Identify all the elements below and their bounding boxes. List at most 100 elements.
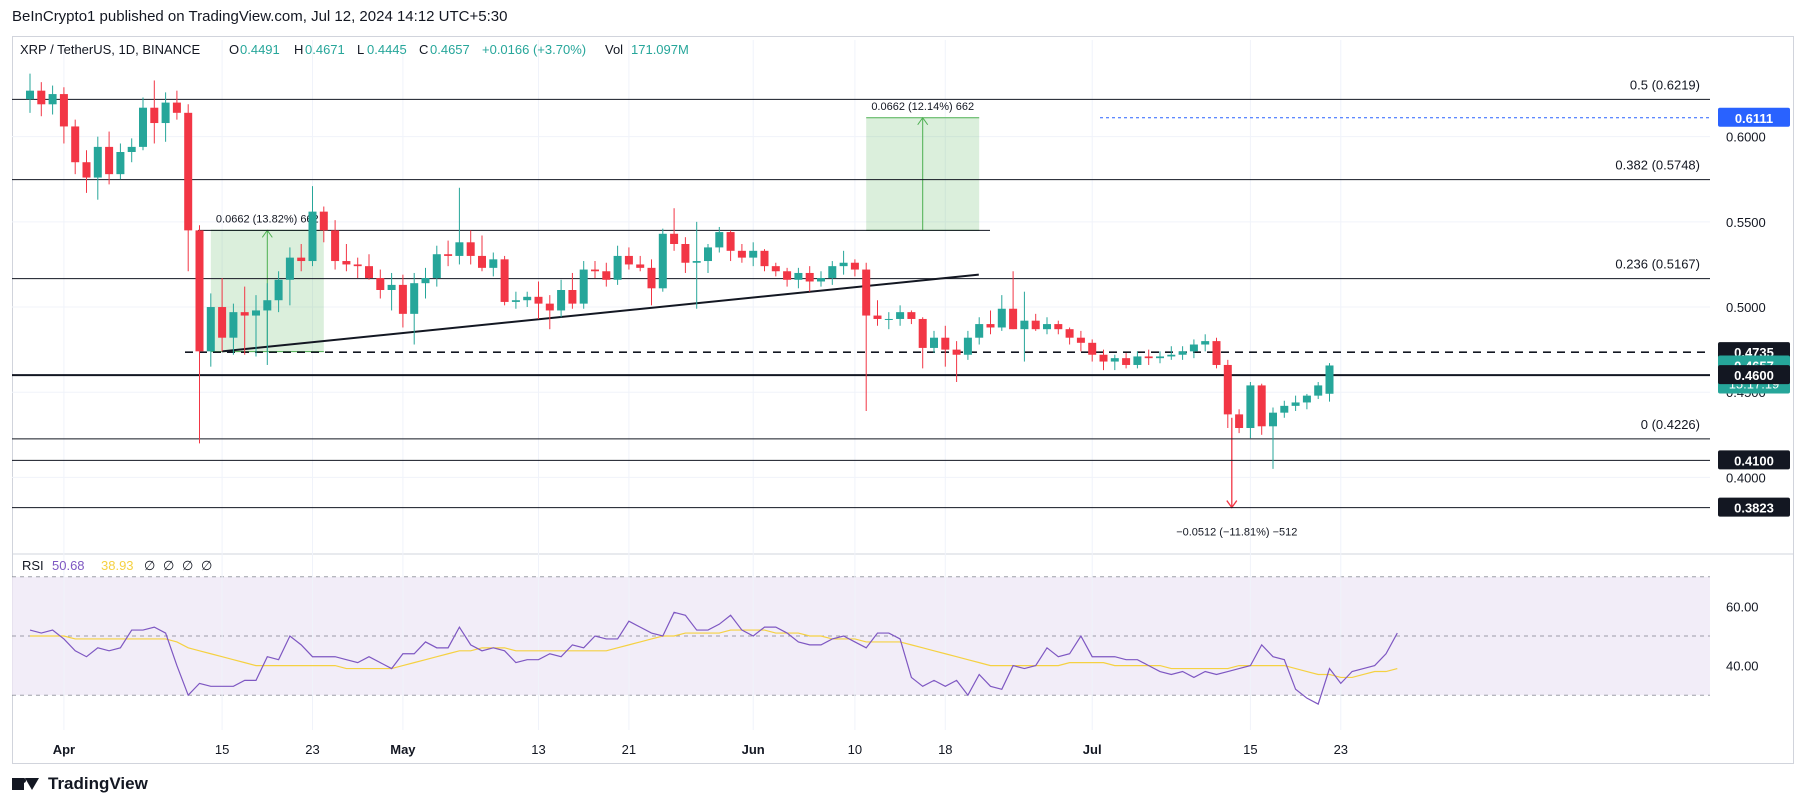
candle-body xyxy=(1280,405,1289,413)
price-badge-bg xyxy=(1718,107,1790,127)
candle xyxy=(918,317,927,369)
time-tick-label: Apr xyxy=(53,742,75,757)
candle-body xyxy=(941,337,950,350)
candles xyxy=(26,73,1334,469)
candle xyxy=(252,295,260,357)
candle xyxy=(930,330,938,354)
candle-body xyxy=(670,233,679,244)
candle-body xyxy=(1054,324,1063,330)
candle xyxy=(218,278,227,352)
candle-body xyxy=(410,283,419,314)
candle-body xyxy=(1167,354,1176,357)
symbol-label[interactable]: XRP / TetherUS, 1D, BINANCE xyxy=(20,42,200,57)
candle xyxy=(1302,393,1311,410)
fib-level-label: 0.382 (0.5748) xyxy=(1615,158,1700,173)
candle xyxy=(297,244,306,272)
high-value: 0.4671 xyxy=(305,42,345,57)
candle xyxy=(715,226,724,253)
candle-body xyxy=(1189,344,1198,352)
candle-body xyxy=(975,324,984,338)
candle xyxy=(828,261,837,285)
candle-body xyxy=(783,271,792,280)
candle xyxy=(1314,382,1323,400)
candle xyxy=(749,242,758,267)
candle-body xyxy=(602,271,611,280)
candle xyxy=(1291,395,1300,411)
rsi-tick-label: 60.00 xyxy=(1726,599,1759,614)
candle xyxy=(760,249,769,272)
candle xyxy=(285,247,294,306)
close-value: 0.4657 xyxy=(430,42,470,57)
rsi-label[interactable]: RSI xyxy=(22,558,44,573)
candle xyxy=(1235,409,1244,434)
candle-body xyxy=(579,269,588,304)
candle-body xyxy=(150,107,159,124)
candle xyxy=(105,131,114,185)
candle-body xyxy=(1223,364,1232,415)
rsi-legend[interactable]: RSI 50.68 38.93 ∅ ∅ ∅ ∅ xyxy=(22,558,212,573)
candle xyxy=(952,341,961,382)
candle-body xyxy=(749,250,758,258)
candle-body xyxy=(387,284,396,290)
candle-body xyxy=(218,307,227,338)
time-tick-label: May xyxy=(390,742,416,757)
candle-body xyxy=(1325,365,1334,394)
time-tick-label: Jul xyxy=(1083,742,1102,757)
candle xyxy=(1246,382,1255,439)
candle xyxy=(1144,349,1153,365)
candle xyxy=(195,225,204,444)
low-value: 0.4445 xyxy=(367,42,407,57)
candle-body xyxy=(59,94,68,127)
candle xyxy=(478,235,486,272)
candle xyxy=(1269,407,1277,469)
candle xyxy=(1122,353,1131,369)
candle-body xyxy=(195,230,204,352)
candle-body xyxy=(704,247,712,262)
measure-label: −0.0512 (−11.81%) −512 xyxy=(1176,527,1297,539)
candle-body xyxy=(1156,356,1164,359)
symbol-legend[interactable]: XRP / TetherUS, 1D, BINANCE O 0.4491 H 0… xyxy=(20,42,689,57)
horizontal-levels[interactable]: 0.5 (0.6219) 0.382 (0.5748) 0.236 (0.5167)… xyxy=(12,77,1710,509)
candle-body xyxy=(1088,342,1097,355)
candle-body xyxy=(161,102,170,124)
candle-body xyxy=(172,102,181,113)
candle-body xyxy=(1065,329,1074,338)
candle-body xyxy=(478,255,486,268)
price-range-measure[interactable]: −0.0512 (−11.81%) −512 xyxy=(1176,417,1297,539)
candle-body xyxy=(511,300,520,302)
candle xyxy=(884,312,893,330)
candle-body xyxy=(1212,341,1221,365)
candle-body xyxy=(184,112,193,231)
tradingview-footer[interactable]: TradingView xyxy=(12,774,148,794)
rsi-ma-line xyxy=(30,629,1398,679)
candle-body xyxy=(263,300,272,311)
fib-level-label: 0.236 (0.5167) xyxy=(1615,257,1700,272)
price-range-measure[interactable]: 0.0662 (12.14%) 662 xyxy=(866,101,980,231)
candle-body xyxy=(828,266,837,279)
candle-body xyxy=(839,262,848,267)
candle-body xyxy=(557,290,566,311)
ascending-trendline[interactable] xyxy=(221,273,979,353)
candle-body xyxy=(342,261,351,265)
candle xyxy=(240,286,249,355)
price-badge-bg xyxy=(1718,365,1790,385)
rsi-param-4: ∅ xyxy=(201,558,212,573)
trendline-group[interactable] xyxy=(221,273,979,353)
candle xyxy=(1031,313,1040,331)
candle-body xyxy=(545,303,554,311)
price-badge-bg xyxy=(1718,450,1790,470)
candle-body xyxy=(1122,358,1131,365)
measure-tools[interactable]: 0.0662 (13.82%) 662 0.0662 (12.14%) 662 −0… xyxy=(210,101,1298,539)
candle-body xyxy=(26,90,34,100)
price-badge-text: 0.4100 xyxy=(1734,453,1774,468)
candle xyxy=(658,228,667,292)
time-tick-label: 18 xyxy=(938,742,952,757)
candle-body xyxy=(48,94,57,105)
candle-body xyxy=(1076,337,1085,343)
candle-body xyxy=(658,233,667,289)
candle xyxy=(1167,346,1176,360)
price-badge: 0.6111 xyxy=(1718,107,1790,127)
candle-body xyxy=(1110,358,1119,362)
candle xyxy=(365,254,373,280)
